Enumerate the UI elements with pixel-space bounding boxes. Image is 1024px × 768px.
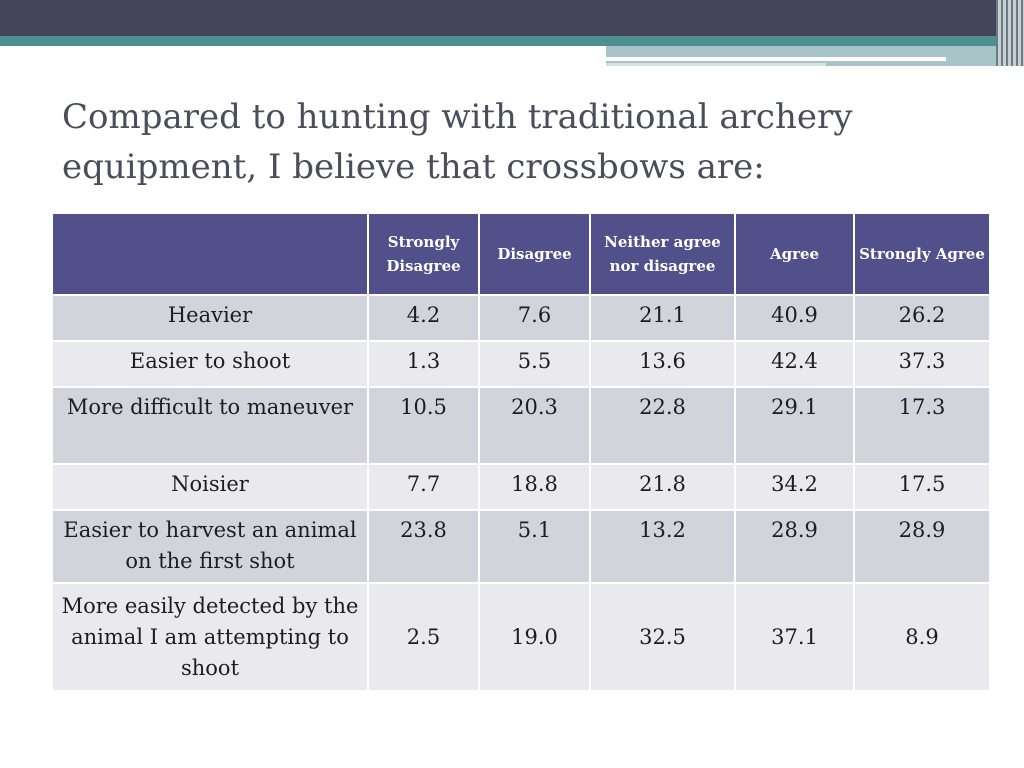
table-cell: 4.2 bbox=[367, 294, 480, 342]
top-band-stripes bbox=[996, 0, 1024, 66]
row-label: Heavier bbox=[51, 294, 369, 342]
table-cell: 10.5 bbox=[367, 386, 480, 465]
table-row: Easier to shoot 1.3 5.5 13.6 42.4 37.3 bbox=[51, 340, 991, 388]
table-row: Heavier 4.2 7.6 21.1 40.9 26.2 bbox=[51, 294, 991, 342]
table-cell: 17.3 bbox=[853, 386, 991, 465]
table-cell: 5.5 bbox=[478, 340, 591, 388]
table-cell: 28.9 bbox=[853, 509, 991, 584]
top-band-dark bbox=[0, 0, 1024, 36]
table-cell: 7.6 bbox=[478, 294, 591, 342]
header-label-col bbox=[51, 212, 369, 296]
table-cell: 34.2 bbox=[734, 463, 855, 511]
table-cell: 22.8 bbox=[589, 386, 736, 465]
top-band-light bbox=[606, 46, 1024, 66]
table-row: Easier to harvest an animal on the first… bbox=[51, 509, 991, 584]
table-header-row: Strongly Disagree Disagree Neither agree… bbox=[51, 212, 991, 296]
table-cell: 37.1 bbox=[734, 582, 855, 692]
table-cell: 28.9 bbox=[734, 509, 855, 584]
table-cell: 19.0 bbox=[478, 582, 591, 692]
row-label: Noisier bbox=[51, 463, 369, 511]
table-cell: 29.1 bbox=[734, 386, 855, 465]
slide-title: Compared to hunting with traditional arc… bbox=[62, 97, 853, 187]
header-neither: Neither agree nor disagree bbox=[589, 212, 736, 296]
header-agree: Agree bbox=[734, 212, 855, 296]
table-row: Noisier 7.7 18.8 21.8 34.2 17.5 bbox=[51, 463, 991, 511]
table-row: More difficult to maneuver 10.5 20.3 22.… bbox=[51, 386, 991, 465]
table-row: More easily detected by the animal I am … bbox=[51, 582, 991, 692]
header-disagree: Disagree bbox=[478, 212, 591, 296]
table-cell: 21.1 bbox=[589, 294, 736, 342]
header-strongly-agree: Strongly Agree bbox=[853, 212, 991, 296]
table-cell: 26.2 bbox=[853, 294, 991, 342]
row-label: Easier to harvest an animal on the first… bbox=[51, 509, 369, 584]
top-band-teal bbox=[0, 36, 1024, 46]
table-cell: 37.3 bbox=[853, 340, 991, 388]
table-cell: 18.8 bbox=[478, 463, 591, 511]
table-cell: 42.4 bbox=[734, 340, 855, 388]
table-cell: 20.3 bbox=[478, 386, 591, 465]
table-cell: 21.8 bbox=[589, 463, 736, 511]
row-label: Easier to shoot bbox=[51, 340, 369, 388]
table-cell: 23.8 bbox=[367, 509, 480, 584]
top-band-line-2 bbox=[606, 63, 826, 66]
table-cell: 13.2 bbox=[589, 509, 736, 584]
row-label: More difficult to maneuver bbox=[51, 386, 369, 465]
table-cell: 13.6 bbox=[589, 340, 736, 388]
table-cell: 2.5 bbox=[367, 582, 480, 692]
row-label: More easily detected by the animal I am … bbox=[51, 582, 369, 692]
header-strongly-disagree: Strongly Disagree bbox=[367, 212, 480, 296]
table-cell: 1.3 bbox=[367, 340, 480, 388]
table-cell: 7.7 bbox=[367, 463, 480, 511]
table-cell: 8.9 bbox=[853, 582, 991, 692]
table-cell: 5.1 bbox=[478, 509, 591, 584]
table-cell: 40.9 bbox=[734, 294, 855, 342]
table-cell: 32.5 bbox=[589, 582, 736, 692]
top-band-line bbox=[606, 57, 946, 61]
survey-table: Strongly Disagree Disagree Neither agree… bbox=[51, 212, 991, 692]
table-cell: 17.5 bbox=[853, 463, 991, 511]
